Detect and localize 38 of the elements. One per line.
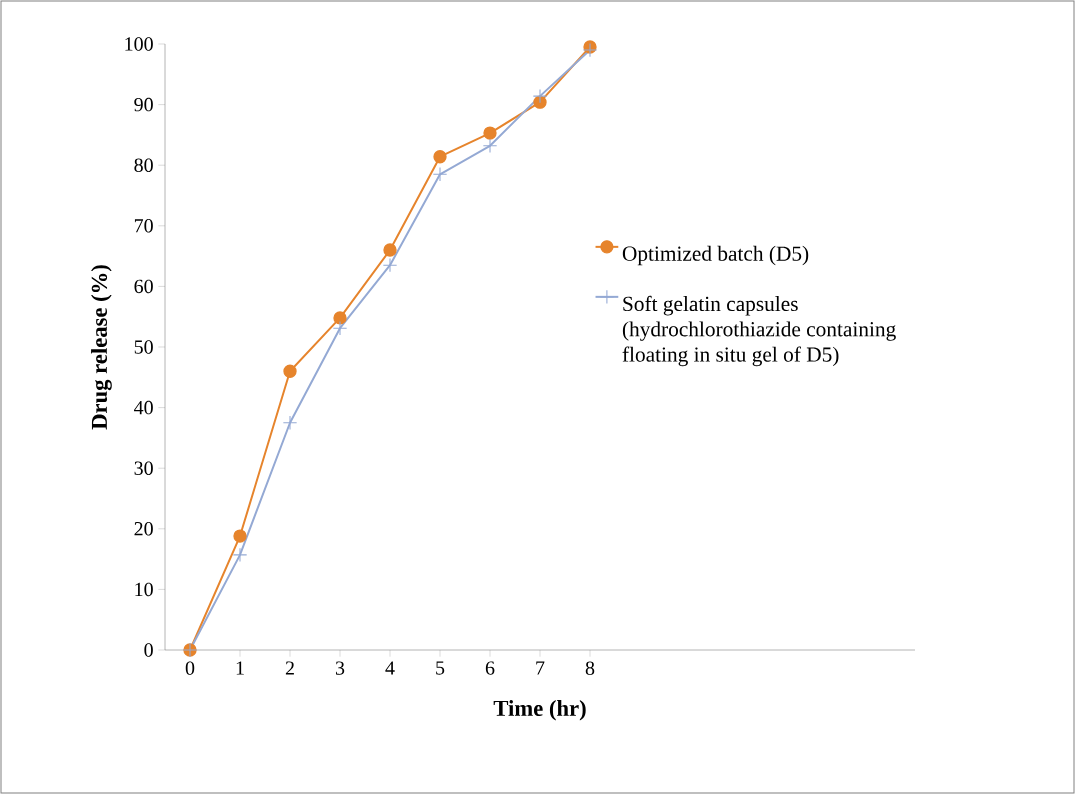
y-tick-label: 70	[134, 219, 153, 233]
x-tick-label: 1	[236, 661, 244, 675]
point	[332, 321, 348, 336]
point	[233, 529, 247, 543]
point	[433, 150, 447, 164]
x-axis-title: Time (hr)	[493, 700, 586, 721]
y-axis-title: Drug release (%)	[91, 265, 112, 430]
legend-label: Optimized batch (D5)	[622, 245, 809, 266]
y-tick-label: 10	[135, 582, 153, 597]
y-tick-label: 100	[125, 37, 153, 51]
y-tick-label: 40	[134, 400, 153, 415]
legend-label: Soft gelatin capsules (hydrochlorothiazide containing floating in situ gel of D5)	[622, 295, 896, 367]
y-tick-label: 80	[134, 158, 153, 172]
y-tick-label: 90	[134, 97, 153, 112]
point	[333, 311, 347, 325]
y-tick-label: 0	[144, 643, 153, 657]
x-tick-label: 2	[285, 661, 294, 675]
y-tick-label: 30	[134, 461, 153, 475]
x-tick-label: 8	[585, 661, 595, 675]
y-tick-label: 20	[134, 522, 153, 536]
x-tick-label: 6	[485, 661, 495, 675]
x-tick-label: 5	[436, 661, 445, 675]
point	[232, 547, 248, 563]
point	[483, 126, 497, 140]
point	[482, 138, 498, 154]
point	[383, 243, 397, 257]
x-tick-label: 0	[185, 661, 195, 675]
y-tick-label: 50	[134, 340, 153, 354]
y-tick-label: 60	[134, 279, 153, 294]
point	[283, 364, 297, 378]
x-tick-label: 7	[536, 661, 545, 675]
point	[282, 415, 298, 430]
point	[532, 88, 548, 104]
x-tick-label: 4	[385, 661, 395, 675]
x-tick-label: 3	[335, 661, 345, 675]
point	[582, 42, 598, 58]
point	[382, 257, 398, 273]
point	[432, 167, 448, 182]
